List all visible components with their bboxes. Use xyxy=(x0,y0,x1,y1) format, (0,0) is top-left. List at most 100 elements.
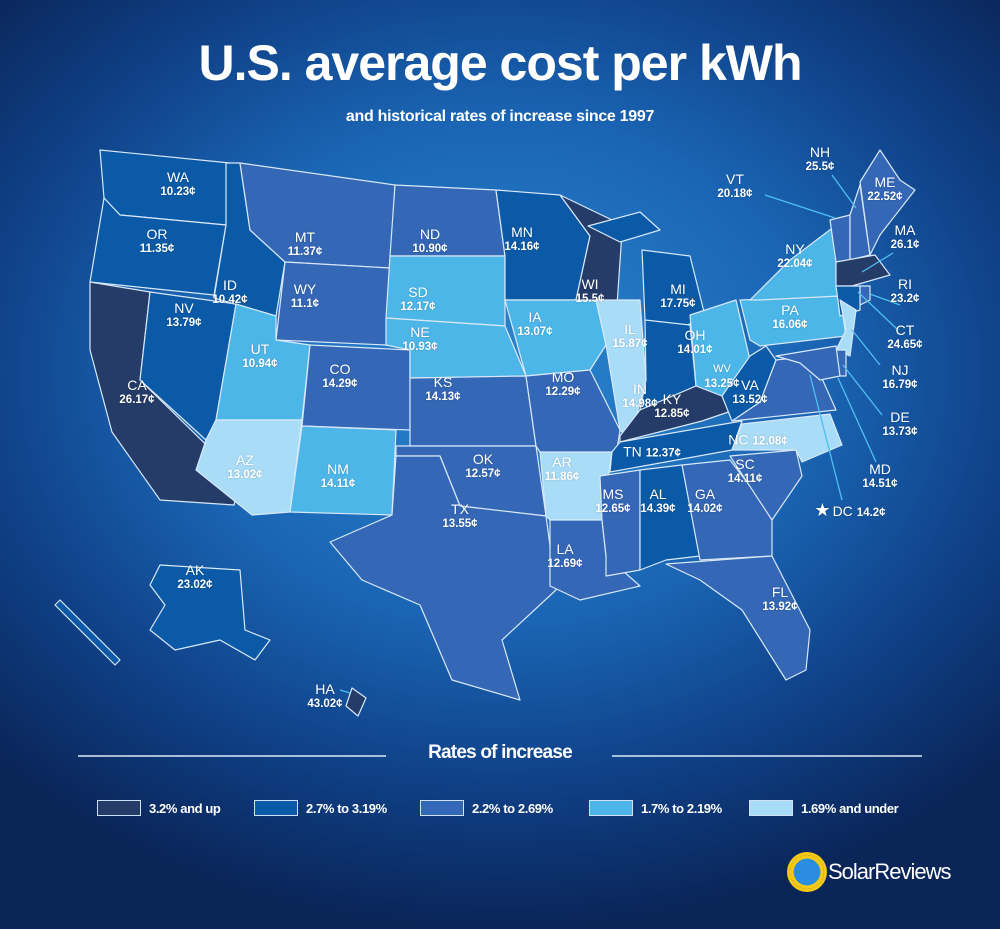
state-abbr: VT xyxy=(726,171,744,187)
state-abbr: DC xyxy=(832,503,853,519)
state-label-id: ID 10.42¢ xyxy=(212,278,247,308)
state-label-wy: WY 11.1¢ xyxy=(291,282,319,312)
state-abbr: NH xyxy=(809,144,831,160)
legend-title: Rates of increase xyxy=(428,742,573,763)
state-label-va: VA 13.52¢ xyxy=(732,378,767,408)
state-abbr: WA xyxy=(166,169,190,185)
state-label-me: ME 22.52¢ xyxy=(867,175,902,205)
state-cost: 16.79¢ xyxy=(882,379,918,391)
legend-swatch xyxy=(254,800,298,816)
state-mi xyxy=(587,211,661,243)
state-abbr: GA xyxy=(694,486,716,502)
state-cost: 11.37¢ xyxy=(287,246,323,258)
state-label-il: IL 15.87¢ xyxy=(612,322,647,352)
state-label-sc: SC 14.11¢ xyxy=(728,457,763,487)
leader-line-nj xyxy=(851,329,881,366)
state-label-or: OR 11.35¢ xyxy=(140,227,175,257)
state-cost: 10.94¢ xyxy=(242,358,278,370)
leader-line-ha xyxy=(339,689,351,694)
state-abbr: MA xyxy=(894,222,916,238)
state-label-wi: WI 15.5¢ xyxy=(576,277,605,307)
state-label-ga: GA 14.02¢ xyxy=(687,487,722,517)
legend-label: 2.7% to 3.19% xyxy=(306,800,387,816)
state-abbr: OK xyxy=(472,451,494,467)
state-label-ca: CA 26.17¢ xyxy=(119,378,154,408)
state-abbr: NC xyxy=(728,431,749,448)
state-label-wv: WV 13.25¢ xyxy=(704,362,739,392)
star-icon: ★ xyxy=(814,500,831,520)
state-cost: 15.5¢ xyxy=(575,293,605,305)
state-cost: 16.06¢ xyxy=(772,319,808,331)
state-label-la: LA 12.69¢ xyxy=(547,542,582,572)
state-cost: 14.29¢ xyxy=(322,378,358,390)
state-label-md: MD 14.51¢ xyxy=(862,462,897,492)
state-abbr: WV xyxy=(713,363,731,375)
state-label-ct: CT 24.65¢ xyxy=(887,323,922,353)
state-abbr: SD xyxy=(408,284,428,300)
state-cost: 10.93¢ xyxy=(402,341,438,353)
state-nc xyxy=(731,413,843,463)
state-label-sd: SD 12.17¢ xyxy=(400,285,435,315)
state-abbr: ID xyxy=(223,277,237,293)
state-abbr: FL xyxy=(771,584,789,600)
state-abbr: MS xyxy=(602,486,624,502)
state-cost: 26.1¢ xyxy=(890,239,920,251)
leader-line-md xyxy=(837,377,877,463)
state-label-al: AL 14.39¢ xyxy=(640,487,675,517)
state-label-de: DE 13.73¢ xyxy=(882,410,917,440)
state-abbr: OH xyxy=(684,327,706,343)
state-cost: 12.65¢ xyxy=(595,503,631,515)
state-cost: 14.11¢ xyxy=(727,473,763,485)
state-abbr: CT xyxy=(895,322,915,338)
legend-rule-right xyxy=(612,755,922,757)
state-abbr: VA xyxy=(741,377,759,393)
state-cost: 14.98¢ xyxy=(622,398,658,410)
state-cost: 22.52¢ xyxy=(867,191,903,203)
leader-line-ma xyxy=(861,252,894,273)
state-label-nd: ND 10.90¢ xyxy=(412,227,447,257)
state-abbr: NM xyxy=(327,461,349,477)
state-abbr: UT xyxy=(250,341,270,357)
state-label-dc: ★ DC 14.2¢ xyxy=(814,500,889,521)
legend-item-tier-3: 2.2% to 2.69% xyxy=(420,800,589,816)
state-cost: 14.16¢ xyxy=(504,241,540,253)
state-abbr: ND xyxy=(419,226,441,242)
state-abbr: IA xyxy=(528,309,542,325)
state-al xyxy=(639,464,701,571)
state-abbr: MN xyxy=(511,224,533,240)
state-abbr: OR xyxy=(146,226,168,242)
brand-name: SolarReviews xyxy=(828,859,951,884)
state-label-ak: AK 23.02¢ xyxy=(177,563,212,593)
leader-line-nh xyxy=(831,174,857,209)
state-label-mo: MO 12.29¢ xyxy=(545,370,580,400)
state-label-az: AZ 13.02¢ xyxy=(227,453,262,483)
state-cost: 13.92¢ xyxy=(762,601,798,613)
legend-label: 3.2% and up xyxy=(149,800,221,816)
leader-line-ct xyxy=(857,291,899,331)
state-label-co: CO 14.29¢ xyxy=(322,362,357,392)
state-fl xyxy=(665,555,811,681)
state-cost: 13.52¢ xyxy=(732,394,768,406)
state-cost: 13.73¢ xyxy=(882,426,918,438)
state-abbr: KY xyxy=(662,391,682,407)
state-cost: 13.02¢ xyxy=(227,469,263,481)
state-ak xyxy=(149,564,271,661)
state-cost: 14.13¢ xyxy=(425,391,461,403)
legend-swatch xyxy=(420,800,464,816)
state-label-nj: NJ 16.79¢ xyxy=(882,363,917,393)
state-label-oh: OH 14.01¢ xyxy=(677,328,712,358)
state-label-ar: AR 11.86¢ xyxy=(545,455,580,485)
state-abbr: LA xyxy=(556,541,574,557)
state-abbr: WI xyxy=(581,276,599,292)
legend-swatch xyxy=(97,800,141,816)
state-label-ne: NE 10.93¢ xyxy=(402,325,437,355)
legend-label: 2.2% to 2.69% xyxy=(472,800,553,816)
state-abbr: WY xyxy=(293,281,317,297)
state-label-in: IN 14.98¢ xyxy=(622,382,657,412)
state-label-ha: HA 43.02¢ xyxy=(307,682,342,712)
state-cost: 17.75¢ xyxy=(660,298,696,310)
state-abbr: AL xyxy=(649,486,667,502)
state-label-nv: NV 13.79¢ xyxy=(166,301,201,331)
state-cost: 14.02¢ xyxy=(687,503,723,515)
